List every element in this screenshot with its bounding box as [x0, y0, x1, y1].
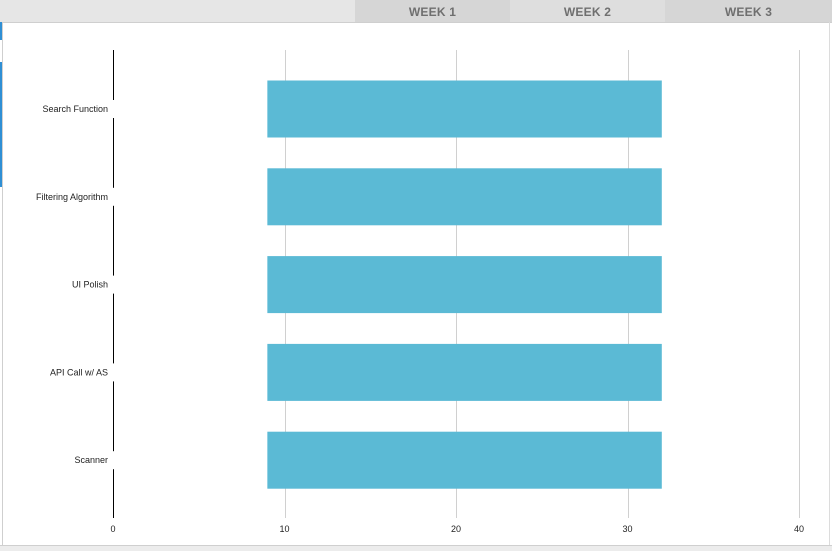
left-border — [2, 22, 3, 546]
x-tick-label: 10 — [279, 524, 289, 534]
category-label: Scanner — [74, 455, 108, 465]
category-label: UI Polish — [72, 280, 108, 290]
week-header-bar: WEEK 1 WEEK 2 WEEK 3 — [0, 0, 832, 23]
week-1-header: WEEK 1 — [355, 0, 510, 22]
left-edge-accent — [0, 62, 3, 187]
label-backdrop — [20, 451, 115, 470]
label-backdrop — [20, 187, 115, 206]
week-3-header: WEEK 3 — [665, 0, 832, 22]
bar-2 — [267, 168, 662, 226]
x-tick-label: 20 — [451, 524, 461, 534]
category-label: Search Function — [42, 104, 108, 114]
week-2-header: WEEK 2 — [510, 0, 665, 22]
right-border — [829, 22, 830, 546]
label-backdrop — [20, 363, 115, 382]
bar-5 — [267, 431, 662, 489]
left-edge-accent — [0, 22, 3, 40]
x-tick-label: 0 — [110, 524, 115, 534]
category-label: API Call w/ AS — [50, 367, 108, 377]
bar-4 — [267, 343, 662, 401]
category-label: Filtering Algorithm — [36, 192, 108, 202]
bar-1 — [267, 80, 662, 138]
label-backdrop — [20, 275, 115, 294]
bar-3 — [267, 256, 662, 314]
x-tick-label: 30 — [622, 524, 632, 534]
label-backdrop — [20, 100, 115, 118]
x-tick-label: 40 — [794, 524, 804, 534]
bottom-border — [0, 545, 832, 551]
